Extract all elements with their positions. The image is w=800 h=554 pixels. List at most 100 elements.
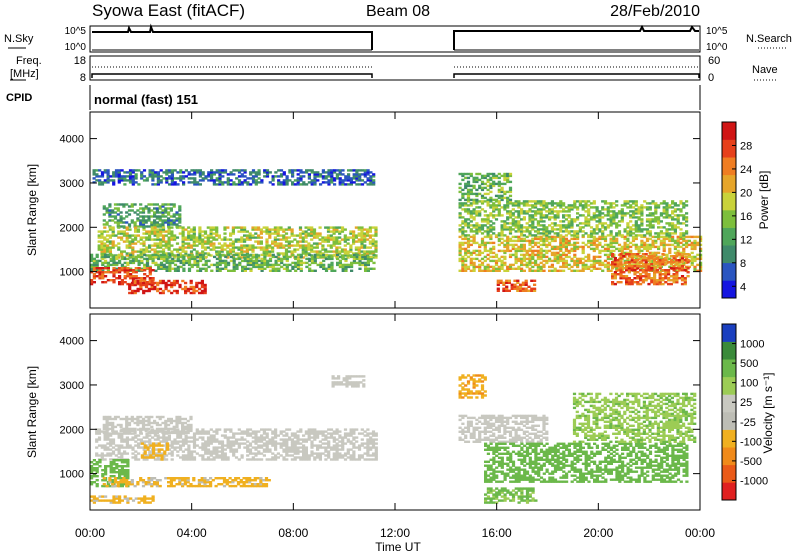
velocity-cell [192,456,197,459]
power-cell [461,226,465,229]
power-cell [631,263,636,267]
power-cell [126,263,130,267]
power-cell [259,232,263,235]
power-cell [215,230,219,233]
power-cell [665,243,669,247]
power-cell [332,244,336,247]
power-cell [90,263,94,267]
power-cell [358,259,362,263]
power-cell [176,177,180,180]
power-cell [545,232,549,235]
power-cell [156,171,160,174]
power-cell [466,245,471,249]
power-cell [354,246,358,249]
power-cell [90,282,94,286]
power-cell [361,257,365,261]
power-cell [371,244,375,247]
power-cell [129,277,133,280]
power-cell [307,232,311,235]
power-cell [285,179,289,182]
power-cell [616,265,620,268]
power-cell [486,257,490,261]
power-cell [131,259,136,263]
power-cell [589,259,594,263]
power-cell [636,271,640,274]
power-cell [189,250,194,253]
power-cell [587,220,591,223]
power-cell [190,265,194,269]
power-cell [360,169,365,172]
velocity-cell [165,432,169,435]
power-cell [352,257,356,261]
power-cell [168,175,172,178]
power-cell [97,248,101,251]
power-cell [360,240,364,243]
power-cell [312,242,317,245]
power-cell [464,234,468,237]
power-cell [115,271,119,274]
power-cell [506,216,510,219]
power-cell [461,228,465,231]
power-cell [305,257,309,261]
velocity-cell [201,444,205,447]
power-cell [620,204,624,207]
power-cell [665,228,669,231]
power-cell [313,177,317,180]
power-cell [184,285,188,289]
power-cell [210,179,214,182]
power-cell [265,175,270,178]
power-cell [369,177,373,180]
power-cell [640,241,644,245]
power-cell [612,212,616,215]
power-cell [654,265,658,269]
power-cell [562,263,566,267]
power-cell [644,277,648,280]
power-cell [329,244,333,247]
power-cell [506,172,510,176]
power-cell [483,235,487,239]
power-cell [108,211,112,214]
power-cell [280,261,284,265]
power-cell [464,230,468,233]
power-cell [161,236,166,239]
power-cell [659,232,663,235]
power-cell [503,176,507,180]
power-cell [193,261,197,265]
power-cell [140,259,144,263]
power-cell [237,252,241,255]
power-cell [678,269,682,272]
power-cell [252,253,256,257]
power-cell [511,243,515,247]
power-cell [172,223,176,226]
power-cell [120,252,124,255]
power-cell [612,241,616,245]
power-cell [251,234,255,237]
power-cell [483,174,487,178]
power-cell [494,200,499,203]
power-cell [226,179,230,182]
power-cell [550,208,554,211]
power-cell [118,282,122,286]
power-cell [539,251,543,255]
power-cell [237,238,241,241]
power-cell [517,259,521,263]
power-cell [232,183,236,186]
power-cell [271,242,275,245]
power-cell [263,255,267,259]
power-cell [153,244,157,247]
power-cell [198,234,202,237]
velocity-cell [190,456,194,459]
power-cell [249,269,253,272]
power-cell [153,207,157,210]
power-cell [372,173,376,176]
velocity-cell [153,442,157,445]
power-cell [486,214,490,217]
power-cell [231,248,235,251]
power-cell [550,222,554,225]
power-cell [140,173,144,176]
power-cell [349,254,353,257]
power-cell [598,263,602,267]
power-cell [134,234,138,237]
power-cell [260,181,264,184]
power-cell [343,228,347,231]
